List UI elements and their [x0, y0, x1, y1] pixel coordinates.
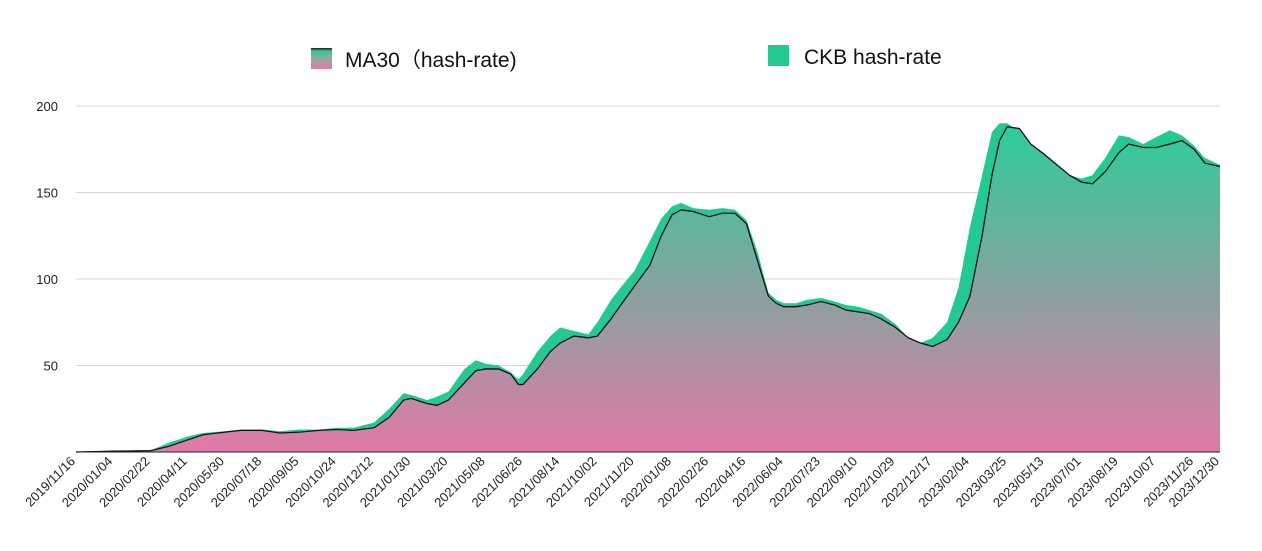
legend-swatch-ma30	[311, 48, 332, 69]
legend-swatch-ckb	[768, 45, 789, 66]
legend-item-ckb[interactable]: CKB hash-rate	[768, 45, 942, 69]
y-tick-label: 150	[36, 186, 58, 201]
y-tick-label: 50	[44, 359, 58, 374]
legend: MA30（hash-rate) CKB hash-rate	[311, 45, 942, 72]
y-axis-ticks: 50 100 150 200	[36, 99, 58, 374]
legend-label-ma30: MA30（hash-rate)	[345, 49, 517, 72]
ma30-line	[75, 126, 1221, 453]
y-tick-label: 100	[36, 272, 58, 287]
legend-label-ckb: CKB hash-rate	[804, 46, 942, 69]
x-axis-ticks: 2019/11/162020/01/042020/02/222020/04/11…	[22, 454, 1222, 511]
y-tick-label: 200	[36, 99, 58, 114]
ma30-area	[76, 126, 1220, 452]
legend-item-ma30[interactable]: MA30（hash-rate)	[311, 48, 517, 72]
series-areas	[75, 123, 1221, 453]
